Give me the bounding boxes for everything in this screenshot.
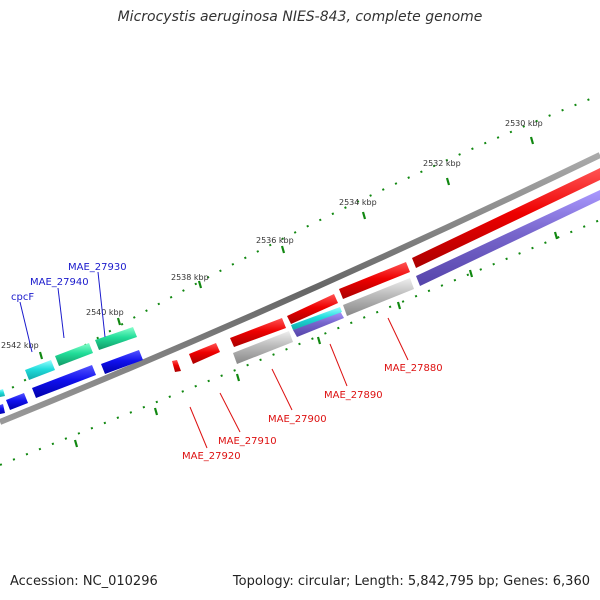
gene-arrow-gray <box>343 278 414 316</box>
accession-text: Accession: NC_010296 <box>10 574 158 589</box>
gene-arrow-red <box>189 343 220 364</box>
scale-label: 2530 kbp <box>505 119 543 128</box>
gene-arrow-red <box>230 318 286 347</box>
gene-arrow-red <box>339 262 410 299</box>
gene-arrow-blue <box>101 350 143 374</box>
gene-arrow-cyan <box>0 389 5 397</box>
gene-label: MAE_27940 <box>30 277 89 288</box>
genome-backbone <box>0 152 600 425</box>
gene-arrow-red <box>172 360 181 372</box>
gene-arrow-blue <box>0 404 5 414</box>
map-title: Microcystis aeruginosa NIES-843, complet… <box>117 9 483 25</box>
gene-labels: MAE_27930 MAE_27940 cpcF MAE_27880 MAE_2… <box>11 262 443 462</box>
major-ticks <box>38 136 535 360</box>
forward-strand-genes <box>25 168 600 380</box>
gene-arrow-teal <box>55 343 93 366</box>
inner-major-ticks <box>73 231 559 448</box>
gene-label: MAE_27900 <box>268 414 327 425</box>
gene-arrow-gray <box>233 331 293 364</box>
gene-arrow-red <box>287 294 338 324</box>
scale-label: 2536 kbp <box>256 236 294 245</box>
gene-arrow-blue <box>6 393 28 410</box>
scale-label: 2540 kbp <box>86 308 124 317</box>
gene-arrow-cyan <box>291 307 342 330</box>
gene-arrow-blue <box>32 365 96 398</box>
gene-label: MAE_27920 <box>182 451 241 462</box>
scale-label: 2532 kbp <box>423 159 461 168</box>
label-leaders <box>19 271 409 449</box>
gene-label: cpcF <box>11 292 34 303</box>
gene-arrow-teal <box>95 327 137 350</box>
gene-arrow-slate <box>416 190 600 286</box>
scale-labels: 2530 kbp 2532 kbp 2534 kbp 2536 kbp 2538… <box>1 119 543 350</box>
gene-arrow-cyan <box>25 360 55 380</box>
scale-label: 2534 kbp <box>339 198 377 207</box>
scale-label: 2538 kbp <box>171 273 209 282</box>
gene-label: MAE_27890 <box>324 390 383 401</box>
inner-tick-ring <box>0 219 600 466</box>
gene-arrow-slate <box>293 311 344 337</box>
gene-label: MAE_27880 <box>384 363 443 374</box>
gene-label: MAE_27910 <box>218 436 277 447</box>
gene-label: MAE_27930 <box>68 262 127 273</box>
topology-text: Topology: circular; Length: 5,842,795 bp… <box>232 574 590 589</box>
gene-arrow-red <box>412 168 600 268</box>
scale-label: 2542 kbp <box>1 341 39 350</box>
reverse-strand-genes <box>0 190 600 414</box>
